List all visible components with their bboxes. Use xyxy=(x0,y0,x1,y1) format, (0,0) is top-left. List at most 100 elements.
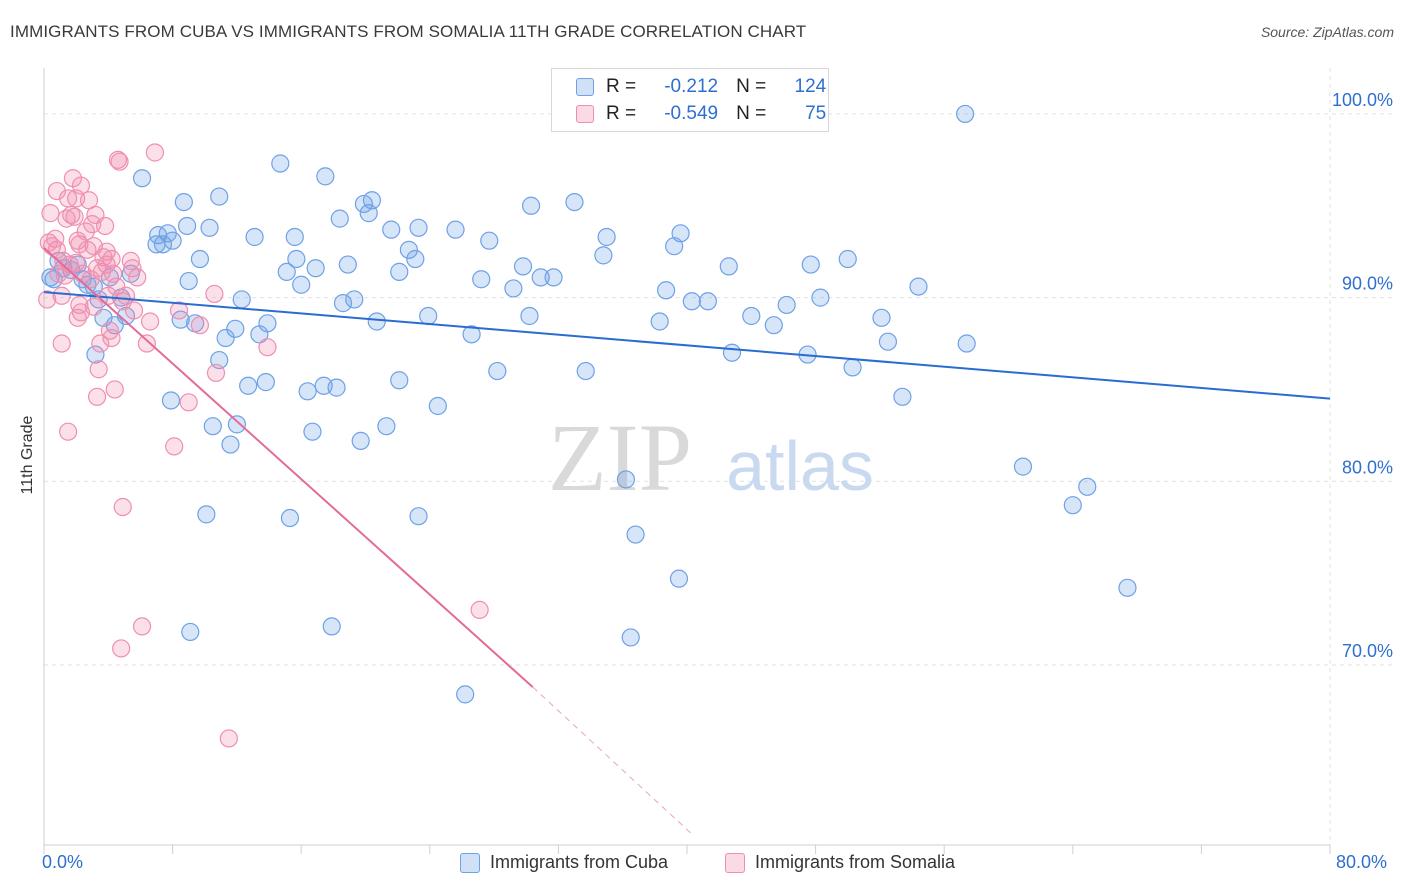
point-somalia xyxy=(123,259,142,278)
point-cuba xyxy=(446,220,465,239)
legend-item-cuba[interactable]: Immigrants from Cuba xyxy=(460,852,668,873)
point-somalia xyxy=(100,321,120,340)
point-cuba xyxy=(597,227,616,247)
point-cuba xyxy=(271,154,290,173)
x-tick-min: 0.0% xyxy=(42,852,84,872)
point-somalia xyxy=(81,270,100,289)
point-cuba xyxy=(669,569,689,588)
legend-row-somalia: R = -0.549 N = 75 xyxy=(576,102,826,126)
point-cuba xyxy=(513,257,533,276)
point-cuba xyxy=(351,431,370,450)
point-cuba xyxy=(367,312,386,331)
point-cuba xyxy=(174,192,193,212)
point-cuba xyxy=(621,628,640,647)
legend-r-label: R = xyxy=(606,103,637,124)
point-somalia xyxy=(87,387,107,406)
point-cuba xyxy=(316,167,335,186)
point-somalia xyxy=(206,363,226,383)
point-somalia xyxy=(128,268,147,287)
point-somalia xyxy=(132,617,152,636)
legend-swatch-cuba xyxy=(576,78,594,96)
point-cuba xyxy=(811,288,830,307)
legend-label-somalia: Immigrants from Somalia xyxy=(755,852,956,872)
chart-title: IMMIGRANTS FROM CUBA VS IMMIGRANTS FROM … xyxy=(10,22,807,41)
point-cuba xyxy=(456,685,475,704)
trend-extension-somalia xyxy=(532,686,693,835)
point-cuba xyxy=(801,255,820,274)
point-cuba xyxy=(292,275,311,294)
point-cuba xyxy=(544,268,563,287)
point-cuba xyxy=(409,218,428,237)
point-somalia xyxy=(113,497,132,517)
watermark-zip: ZIP xyxy=(548,404,692,511)
y-tick-labels: 70.0% 80.0% 90.0% 100.0% xyxy=(1332,90,1393,661)
point-cuba xyxy=(488,361,507,381)
point-somalia xyxy=(52,334,71,353)
point-somalia xyxy=(84,297,103,316)
point-cuba xyxy=(227,415,246,434)
legend-n-label: N = xyxy=(736,103,767,124)
legend-n-label: N = xyxy=(736,76,767,97)
point-cuba xyxy=(657,281,676,300)
point-somalia xyxy=(95,216,115,236)
point-cuba xyxy=(258,314,277,333)
point-somalia xyxy=(124,301,144,320)
point-cuba xyxy=(280,508,300,528)
point-somalia xyxy=(470,600,489,619)
point-somalia xyxy=(205,284,224,304)
point-cuba xyxy=(576,361,595,381)
point-cuba xyxy=(306,259,325,278)
point-cuba xyxy=(409,507,428,526)
point-cuba xyxy=(671,224,690,243)
point-cuba xyxy=(838,249,857,269)
point-cuba xyxy=(626,525,645,544)
point-cuba xyxy=(722,343,742,362)
trend-lines xyxy=(43,247,1331,835)
point-cuba xyxy=(382,220,401,239)
point-cuba xyxy=(872,308,891,327)
point-somalia xyxy=(71,176,91,195)
point-somalia xyxy=(38,290,57,309)
point-cuba xyxy=(531,268,550,287)
point-cuba xyxy=(719,257,738,276)
legend-r-label: R = xyxy=(606,76,637,97)
point-cuba xyxy=(179,271,198,291)
point-cuba xyxy=(171,310,190,329)
y-tick-label: 90.0% xyxy=(1342,274,1393,294)
point-cuba xyxy=(1063,496,1082,515)
point-cuba xyxy=(399,240,419,259)
point-somalia xyxy=(67,253,86,272)
point-cuba xyxy=(565,192,584,212)
point-somalia xyxy=(52,286,71,305)
point-somalia xyxy=(140,312,160,331)
trend-line-somalia xyxy=(43,247,534,688)
data-points xyxy=(38,104,1137,748)
point-cuba xyxy=(216,328,235,348)
point-cuba xyxy=(406,249,425,269)
point-somalia xyxy=(105,380,124,399)
point-cuba xyxy=(153,235,173,254)
point-cuba xyxy=(1013,457,1033,476)
watermark: ZIP atlas xyxy=(548,404,874,511)
watermark-atlas: atlas xyxy=(726,427,874,505)
point-cuba xyxy=(322,617,341,636)
point-somalia xyxy=(102,328,121,348)
point-cuba xyxy=(594,246,613,265)
point-somalia xyxy=(92,262,111,281)
point-cuba xyxy=(181,622,200,642)
legend-n-value: 75 xyxy=(805,103,827,124)
point-cuba xyxy=(161,391,181,410)
point-cuba xyxy=(200,218,219,237)
legend-n-value: 124 xyxy=(794,76,827,97)
point-cuba xyxy=(419,306,438,326)
trend-line-cuba xyxy=(43,291,1331,400)
stats-legend: R = -0.212 N = 124 R = -0.549 N = 75 xyxy=(551,68,829,132)
point-somalia xyxy=(41,204,60,223)
legend-item-somalia[interactable]: Immigrants from Somalia xyxy=(725,852,955,873)
point-somalia xyxy=(121,251,140,270)
point-cuba xyxy=(245,227,264,247)
point-somalia xyxy=(62,205,81,225)
point-cuba xyxy=(256,373,275,392)
point-cuba xyxy=(287,249,306,269)
